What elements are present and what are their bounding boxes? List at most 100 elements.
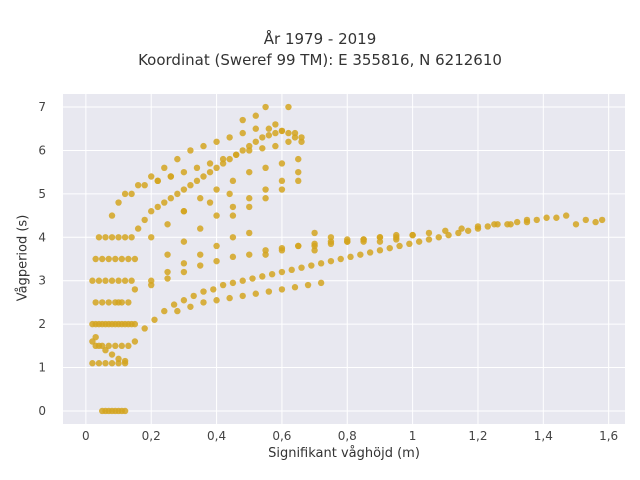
data-point bbox=[131, 286, 139, 293]
data-point bbox=[376, 247, 384, 254]
data-point bbox=[523, 218, 531, 226]
data-point bbox=[102, 346, 109, 354]
data-point bbox=[105, 299, 112, 306]
data-point bbox=[360, 238, 367, 245]
data-point bbox=[213, 212, 220, 219]
data-points bbox=[89, 103, 606, 415]
data-point bbox=[219, 155, 227, 163]
data-point bbox=[180, 208, 188, 215]
data-point bbox=[285, 103, 292, 111]
data-point bbox=[327, 257, 335, 265]
x-tick-label: 0,6 bbox=[272, 429, 291, 443]
data-point bbox=[295, 155, 302, 163]
data-point bbox=[187, 147, 194, 154]
data-point bbox=[197, 225, 204, 232]
data-point bbox=[112, 255, 119, 263]
data-point bbox=[200, 288, 207, 295]
data-point bbox=[252, 112, 259, 119]
data-point bbox=[148, 234, 155, 241]
y-tick-label: 2 bbox=[38, 317, 46, 331]
data-point bbox=[167, 173, 175, 180]
data-point bbox=[445, 231, 452, 239]
data-point bbox=[108, 277, 116, 284]
data-point bbox=[543, 214, 550, 221]
data-point bbox=[112, 407, 119, 415]
data-point bbox=[164, 251, 171, 258]
y-tick-label: 7 bbox=[38, 100, 46, 114]
data-point bbox=[226, 155, 233, 163]
data-point bbox=[229, 253, 237, 261]
data-point bbox=[154, 177, 161, 185]
data-point bbox=[213, 186, 220, 193]
data-point bbox=[259, 273, 266, 280]
x-tick-label: 1,2 bbox=[468, 429, 487, 443]
data-point bbox=[246, 229, 253, 237]
data-point bbox=[128, 190, 135, 198]
data-point bbox=[226, 294, 233, 302]
data-point bbox=[272, 129, 279, 137]
data-point bbox=[298, 134, 305, 141]
data-point bbox=[89, 277, 96, 284]
data-point bbox=[92, 255, 99, 263]
data-point bbox=[425, 236, 433, 243]
data-point bbox=[125, 342, 132, 350]
data-point bbox=[474, 223, 482, 230]
data-point bbox=[115, 199, 122, 206]
data-point bbox=[210, 286, 217, 293]
data-point bbox=[229, 234, 237, 241]
data-point bbox=[118, 255, 126, 263]
x-axis-label: Signifikant våghöjd (m) bbox=[268, 446, 420, 461]
data-point bbox=[206, 199, 214, 206]
data-point bbox=[108, 234, 116, 241]
data-point bbox=[239, 129, 246, 137]
data-point bbox=[174, 307, 181, 315]
data-point bbox=[265, 288, 273, 295]
data-point bbox=[278, 247, 286, 254]
data-point bbox=[105, 255, 112, 263]
data-point bbox=[464, 227, 472, 234]
data-point bbox=[213, 138, 220, 145]
data-point bbox=[484, 223, 491, 230]
x-tick-label: 0 bbox=[82, 429, 90, 443]
y-tick-label: 1 bbox=[38, 361, 46, 375]
data-point bbox=[197, 251, 204, 258]
data-point bbox=[105, 342, 112, 350]
data-point bbox=[252, 125, 259, 132]
data-point bbox=[562, 212, 570, 219]
data-point bbox=[327, 240, 335, 248]
data-point bbox=[229, 203, 237, 211]
data-point bbox=[131, 338, 139, 345]
data-point bbox=[295, 242, 302, 250]
data-point bbox=[161, 199, 168, 206]
data-point bbox=[213, 164, 220, 172]
data-point bbox=[121, 234, 129, 241]
data-point bbox=[121, 190, 129, 198]
data-point bbox=[304, 281, 312, 289]
data-point bbox=[533, 216, 540, 224]
data-point bbox=[262, 186, 269, 193]
data-point bbox=[108, 351, 116, 358]
data-point bbox=[229, 212, 237, 219]
x-tick-label: 0,2 bbox=[142, 429, 161, 443]
data-point bbox=[229, 279, 237, 287]
data-point bbox=[102, 234, 109, 241]
data-point bbox=[298, 264, 305, 271]
data-point bbox=[134, 225, 142, 232]
data-point bbox=[115, 277, 122, 284]
data-point bbox=[246, 195, 253, 202]
data-point bbox=[164, 268, 171, 276]
data-point bbox=[180, 268, 188, 276]
grid bbox=[63, 94, 625, 424]
data-point bbox=[409, 231, 416, 239]
data-point bbox=[206, 160, 214, 167]
data-point bbox=[272, 142, 279, 150]
data-point bbox=[491, 221, 498, 228]
data-point bbox=[99, 299, 106, 306]
data-point bbox=[347, 253, 354, 261]
data-point bbox=[598, 216, 606, 224]
data-point bbox=[386, 244, 393, 252]
data-point bbox=[337, 255, 344, 263]
y-tick-label: 5 bbox=[38, 187, 46, 201]
data-point bbox=[167, 195, 175, 202]
data-point bbox=[148, 208, 155, 215]
